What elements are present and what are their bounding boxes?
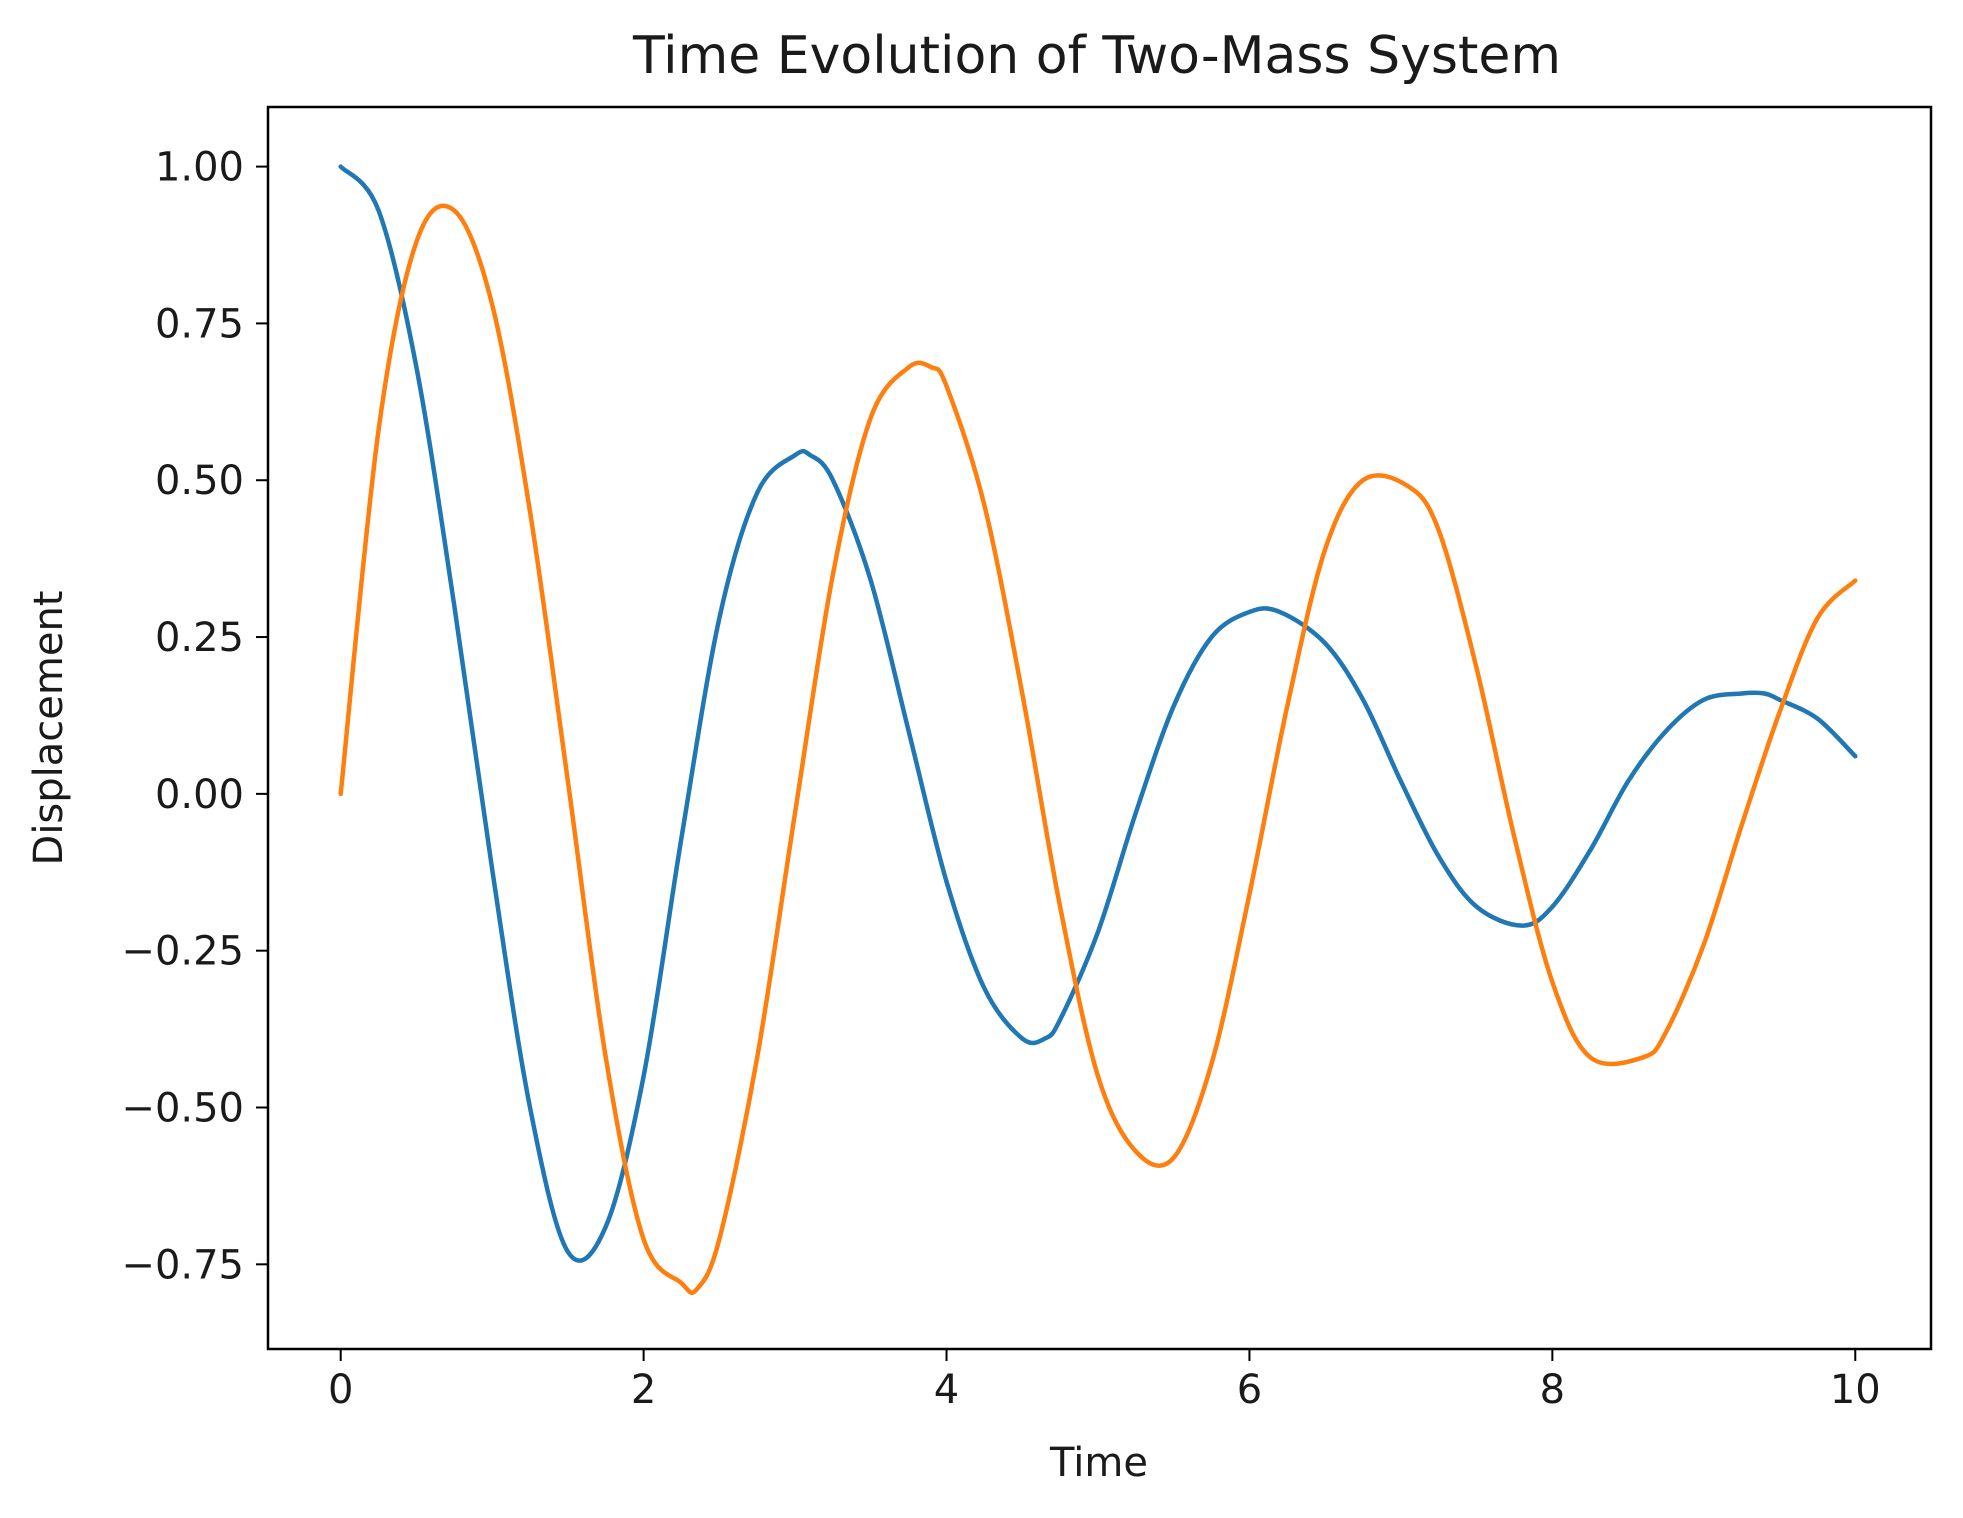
y-tick-label: 1.00 <box>155 145 244 191</box>
y-axis: 1.00 0.75 0.50 0.25 0.00 −0.25 −0.50 −0.75 <box>121 145 268 1288</box>
series-line-1 <box>338 164 1858 1263</box>
y-tick-label: 0.25 <box>155 615 244 661</box>
plot-area <box>266 105 1933 1351</box>
series-layer <box>338 164 1858 1296</box>
y-axis-label: Displacement <box>26 591 72 866</box>
y-tick-label: 0.75 <box>155 301 244 347</box>
series-line-2 <box>338 203 1858 1296</box>
y-tick-label: −0.75 <box>121 1242 244 1288</box>
plot-frame <box>266 105 1933 1351</box>
x-tick-label: 10 <box>1830 1367 1881 1413</box>
x-axis-label: Time <box>1049 1440 1148 1486</box>
x-axis: 0 2 4 6 8 10 <box>328 1349 1881 1413</box>
x-tick-label: 6 <box>1237 1367 1262 1413</box>
x-tick-label: 8 <box>1540 1367 1565 1413</box>
y-tick-label: 0.50 <box>155 458 244 504</box>
y-tick-label: −0.50 <box>121 1086 244 1132</box>
x-tick-label: 0 <box>328 1367 353 1413</box>
x-tick-label: 4 <box>934 1367 959 1413</box>
y-tick-label: −0.25 <box>121 929 244 975</box>
y-tick-label: 0.00 <box>155 772 244 818</box>
x-tick-label: 2 <box>631 1367 656 1413</box>
chart-title: Time Evolution of Two-Mass System <box>632 26 1561 86</box>
